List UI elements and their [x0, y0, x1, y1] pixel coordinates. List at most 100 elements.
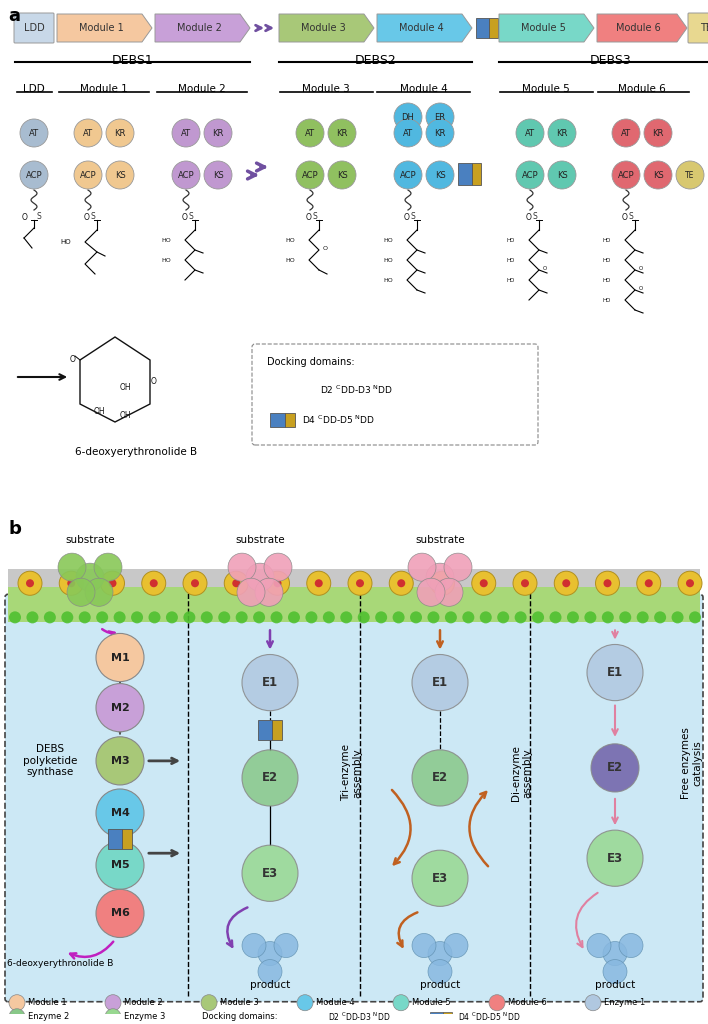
Circle shape [108, 580, 117, 588]
Circle shape [288, 611, 300, 624]
Text: O: O [622, 213, 628, 222]
Circle shape [636, 611, 649, 624]
Circle shape [394, 161, 422, 189]
Circle shape [602, 611, 614, 624]
Text: Module 5: Module 5 [412, 998, 450, 1008]
Text: ACP: ACP [617, 171, 634, 179]
Text: product: product [420, 980, 460, 989]
Circle shape [548, 161, 576, 189]
Text: substrate: substrate [235, 536, 285, 545]
Circle shape [394, 119, 422, 147]
Circle shape [183, 571, 207, 595]
Text: HO: HO [603, 238, 611, 243]
Circle shape [412, 934, 436, 957]
Text: AT: AT [305, 128, 315, 137]
Bar [458, 163, 472, 185]
Circle shape [242, 845, 298, 901]
Circle shape [587, 644, 643, 700]
Text: OH: OH [93, 408, 105, 417]
FancyBboxPatch shape [5, 594, 703, 1001]
Text: product: product [595, 980, 635, 989]
Text: Module 1: Module 1 [79, 23, 123, 33]
Text: KR: KR [556, 128, 568, 137]
Text: Docking domains:: Docking domains: [202, 1013, 278, 1021]
Text: Module 6: Module 6 [508, 998, 547, 1008]
Text: Module 6: Module 6 [616, 23, 661, 33]
Bar [430, 1012, 443, 1022]
Text: E1: E1 [262, 676, 278, 689]
Circle shape [428, 611, 440, 624]
Text: 6-deoxyerythronolide B: 6-deoxyerythronolide B [75, 447, 197, 457]
Circle shape [480, 580, 488, 588]
Circle shape [296, 119, 324, 147]
Bar [108, 829, 122, 849]
Text: M4: M4 [110, 808, 130, 818]
Circle shape [96, 788, 144, 838]
Text: S: S [91, 212, 96, 221]
Circle shape [412, 654, 468, 711]
Text: DEBS3: DEBS3 [590, 54, 632, 67]
Text: Module 4: Module 4 [316, 998, 355, 1008]
Circle shape [96, 889, 144, 938]
Circle shape [44, 611, 56, 624]
Text: AT: AT [181, 128, 191, 137]
Text: HO: HO [383, 238, 393, 243]
Circle shape [246, 563, 274, 591]
Text: Module 1: Module 1 [80, 84, 128, 94]
Circle shape [74, 119, 102, 147]
Circle shape [489, 994, 505, 1011]
Circle shape [603, 580, 612, 588]
Circle shape [672, 611, 683, 624]
Text: Module 1: Module 1 [28, 998, 67, 1008]
Circle shape [587, 934, 611, 957]
Text: Enzyme 3: Enzyme 3 [124, 1013, 166, 1021]
Text: O: O [22, 213, 28, 222]
Text: Module 4: Module 4 [399, 23, 443, 33]
Circle shape [595, 571, 620, 595]
Circle shape [532, 611, 544, 624]
Circle shape [172, 161, 200, 189]
Circle shape [426, 119, 454, 147]
Text: HO: HO [383, 257, 393, 262]
Bar [443, 1012, 452, 1022]
Circle shape [375, 611, 387, 624]
Text: O: O [543, 265, 547, 270]
Circle shape [201, 994, 217, 1011]
Circle shape [462, 611, 474, 624]
Circle shape [85, 579, 113, 606]
Circle shape [686, 580, 694, 588]
Text: LDD: LDD [23, 84, 45, 94]
Text: HO: HO [603, 298, 611, 302]
Text: DH: DH [401, 113, 414, 122]
Text: AT: AT [525, 128, 535, 137]
Text: HO: HO [507, 257, 515, 262]
Circle shape [274, 934, 298, 957]
Text: AT: AT [621, 128, 631, 137]
Circle shape [516, 119, 544, 147]
Circle shape [549, 611, 561, 624]
Circle shape [172, 119, 200, 147]
Text: S: S [629, 212, 634, 221]
Text: TE: TE [700, 23, 708, 33]
Text: D4 $^{\mathsf{C}}$DD-D5 $^{\mathsf{N}}$DD: D4 $^{\mathsf{C}}$DD-D5 $^{\mathsf{N}}$D… [302, 414, 375, 426]
FancyBboxPatch shape [688, 13, 708, 43]
Circle shape [417, 579, 445, 606]
Text: KS: KS [212, 171, 224, 179]
Text: O: O [639, 286, 644, 291]
Text: O: O [182, 213, 188, 222]
Circle shape [273, 580, 282, 588]
Circle shape [224, 571, 249, 595]
Text: product: product [250, 980, 290, 989]
Circle shape [412, 750, 468, 806]
Circle shape [101, 571, 125, 595]
Circle shape [410, 611, 422, 624]
Circle shape [96, 841, 144, 889]
Circle shape [232, 580, 240, 588]
Text: substrate: substrate [65, 536, 115, 545]
Circle shape [356, 580, 364, 588]
Circle shape [426, 563, 454, 591]
Text: HO: HO [603, 257, 611, 262]
Text: M3: M3 [110, 756, 130, 766]
Text: HO: HO [285, 238, 295, 243]
Text: AT: AT [403, 128, 413, 137]
